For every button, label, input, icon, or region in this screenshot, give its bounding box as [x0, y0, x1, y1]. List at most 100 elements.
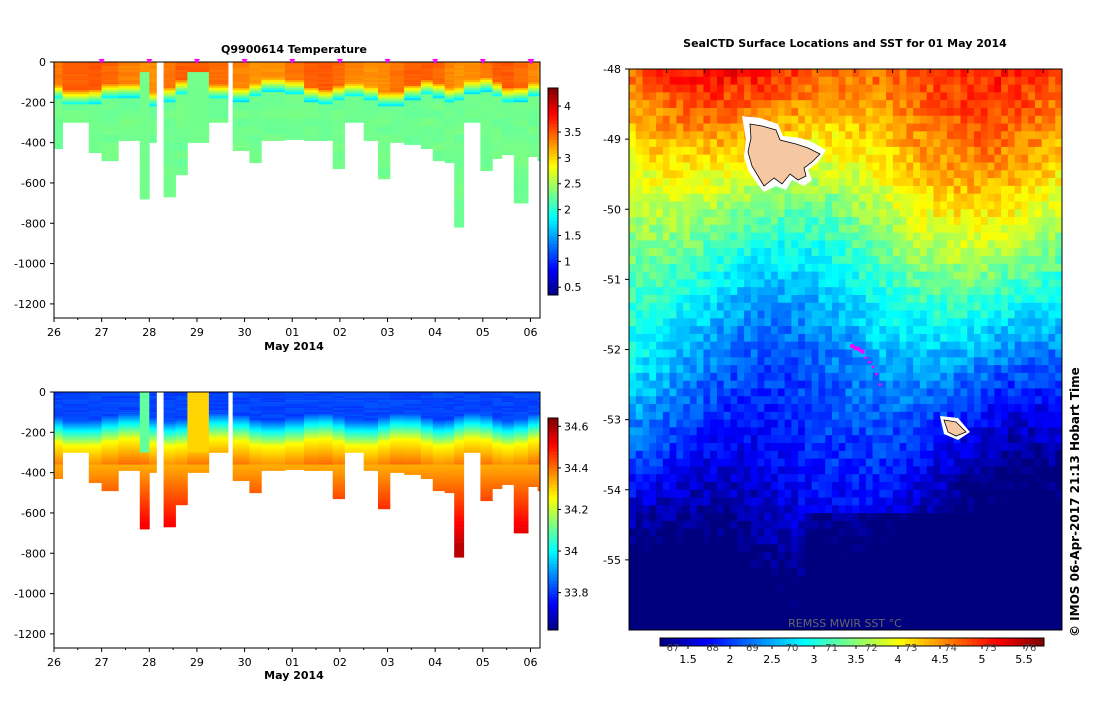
sst-cell	[778, 92, 785, 100]
sst-cell	[825, 85, 832, 93]
sst-cell	[1055, 217, 1062, 225]
sst-cell	[805, 194, 812, 202]
temp-cell	[140, 104, 150, 106]
sal-cell	[164, 505, 176, 507]
sal-colorbar-band	[548, 471, 558, 475]
sst-cell	[636, 256, 643, 264]
sal-cell	[464, 396, 481, 398]
temp-cell	[102, 80, 119, 82]
sst-cell	[1021, 248, 1028, 256]
sal-cell	[390, 414, 405, 416]
sal-cell	[318, 463, 333, 465]
sal-cell	[89, 428, 102, 430]
sal-cell	[176, 473, 188, 475]
sal-cell	[464, 426, 481, 428]
temp-cell	[421, 64, 433, 66]
temp-cell	[528, 96, 538, 98]
temp-cell	[378, 118, 390, 120]
sal-cell	[140, 525, 150, 527]
sal-cell	[464, 404, 481, 406]
sal-cell	[445, 394, 455, 396]
sst-cell	[812, 194, 819, 202]
temp-cell	[454, 78, 464, 80]
sst-cell	[1008, 139, 1015, 147]
sst-cell	[873, 147, 880, 155]
sst-cell	[818, 131, 825, 139]
temp-cell	[318, 125, 333, 127]
sal-cell	[454, 501, 464, 503]
temp-cell	[433, 143, 445, 145]
sal-cell	[89, 412, 102, 414]
sal-cell	[502, 394, 514, 396]
sal-cell	[261, 406, 285, 408]
temp-cell	[454, 187, 464, 189]
temp-cell	[514, 199, 529, 201]
temp-cell	[176, 86, 188, 88]
sal-cell	[378, 473, 390, 475]
temp-cell	[333, 82, 345, 84]
temp-cell	[176, 96, 188, 98]
sal-cell	[140, 396, 150, 398]
temp-cell	[492, 133, 502, 135]
sst-cell	[900, 69, 907, 77]
sal-cell	[164, 485, 176, 487]
sst-cell	[825, 155, 832, 163]
temp-cell	[404, 106, 421, 108]
sst-cell	[758, 240, 765, 248]
sst-cell	[981, 108, 988, 116]
temp-cell	[528, 129, 538, 131]
sal-xtick-label: 27	[95, 656, 109, 669]
temp-cell	[480, 131, 492, 133]
sst-cell	[724, 147, 731, 155]
temp-cell	[480, 163, 492, 165]
temp-cell	[514, 72, 529, 74]
sal-cell	[404, 453, 421, 455]
sst-cell	[1042, 100, 1049, 108]
temp-cell	[433, 116, 445, 118]
temp-xtick-label: 26	[47, 326, 61, 339]
sst-cell	[981, 77, 988, 85]
sal-cell	[345, 448, 365, 450]
temp-cell	[63, 116, 90, 118]
sal-cell	[149, 424, 157, 426]
sst-cell	[636, 170, 643, 178]
sst-cell	[656, 77, 663, 85]
temp-cell	[454, 185, 464, 187]
sal-cell	[261, 436, 285, 438]
sal-cell	[514, 426, 529, 428]
sst-cell	[730, 209, 737, 217]
sal-cell	[140, 479, 150, 481]
sst-cell	[717, 155, 724, 163]
sst-cell	[737, 100, 744, 108]
sst-cell	[825, 108, 832, 116]
temp-cell	[140, 177, 150, 179]
sst-cell	[1015, 124, 1022, 132]
temp-cell	[63, 70, 90, 72]
sal-cell	[164, 511, 176, 513]
sst-cell	[1055, 100, 1062, 108]
sst-cell	[683, 100, 690, 108]
sal-cell	[514, 422, 529, 424]
sst-cell	[839, 170, 846, 178]
temp-cell	[261, 68, 285, 70]
sal-cell	[89, 434, 102, 436]
sst-cell	[913, 77, 920, 85]
sal-cell	[54, 428, 63, 430]
sal-cell	[514, 457, 529, 459]
sst-cell	[873, 201, 880, 209]
sst-cell	[927, 186, 934, 194]
sal-cell	[390, 394, 405, 396]
sal-cell	[304, 444, 319, 446]
sst-cell	[832, 92, 839, 100]
temp-cell	[54, 108, 63, 110]
sst-cell	[697, 116, 704, 124]
temp-cell	[480, 94, 492, 96]
sal-cell	[54, 465, 63, 467]
sst-cell	[893, 201, 900, 209]
sst-cell	[812, 248, 819, 256]
sal-cell	[118, 396, 140, 398]
sst-cell	[988, 92, 995, 100]
sal-cell	[514, 424, 529, 426]
sst-cell	[927, 116, 934, 124]
sst-cell	[994, 178, 1001, 186]
